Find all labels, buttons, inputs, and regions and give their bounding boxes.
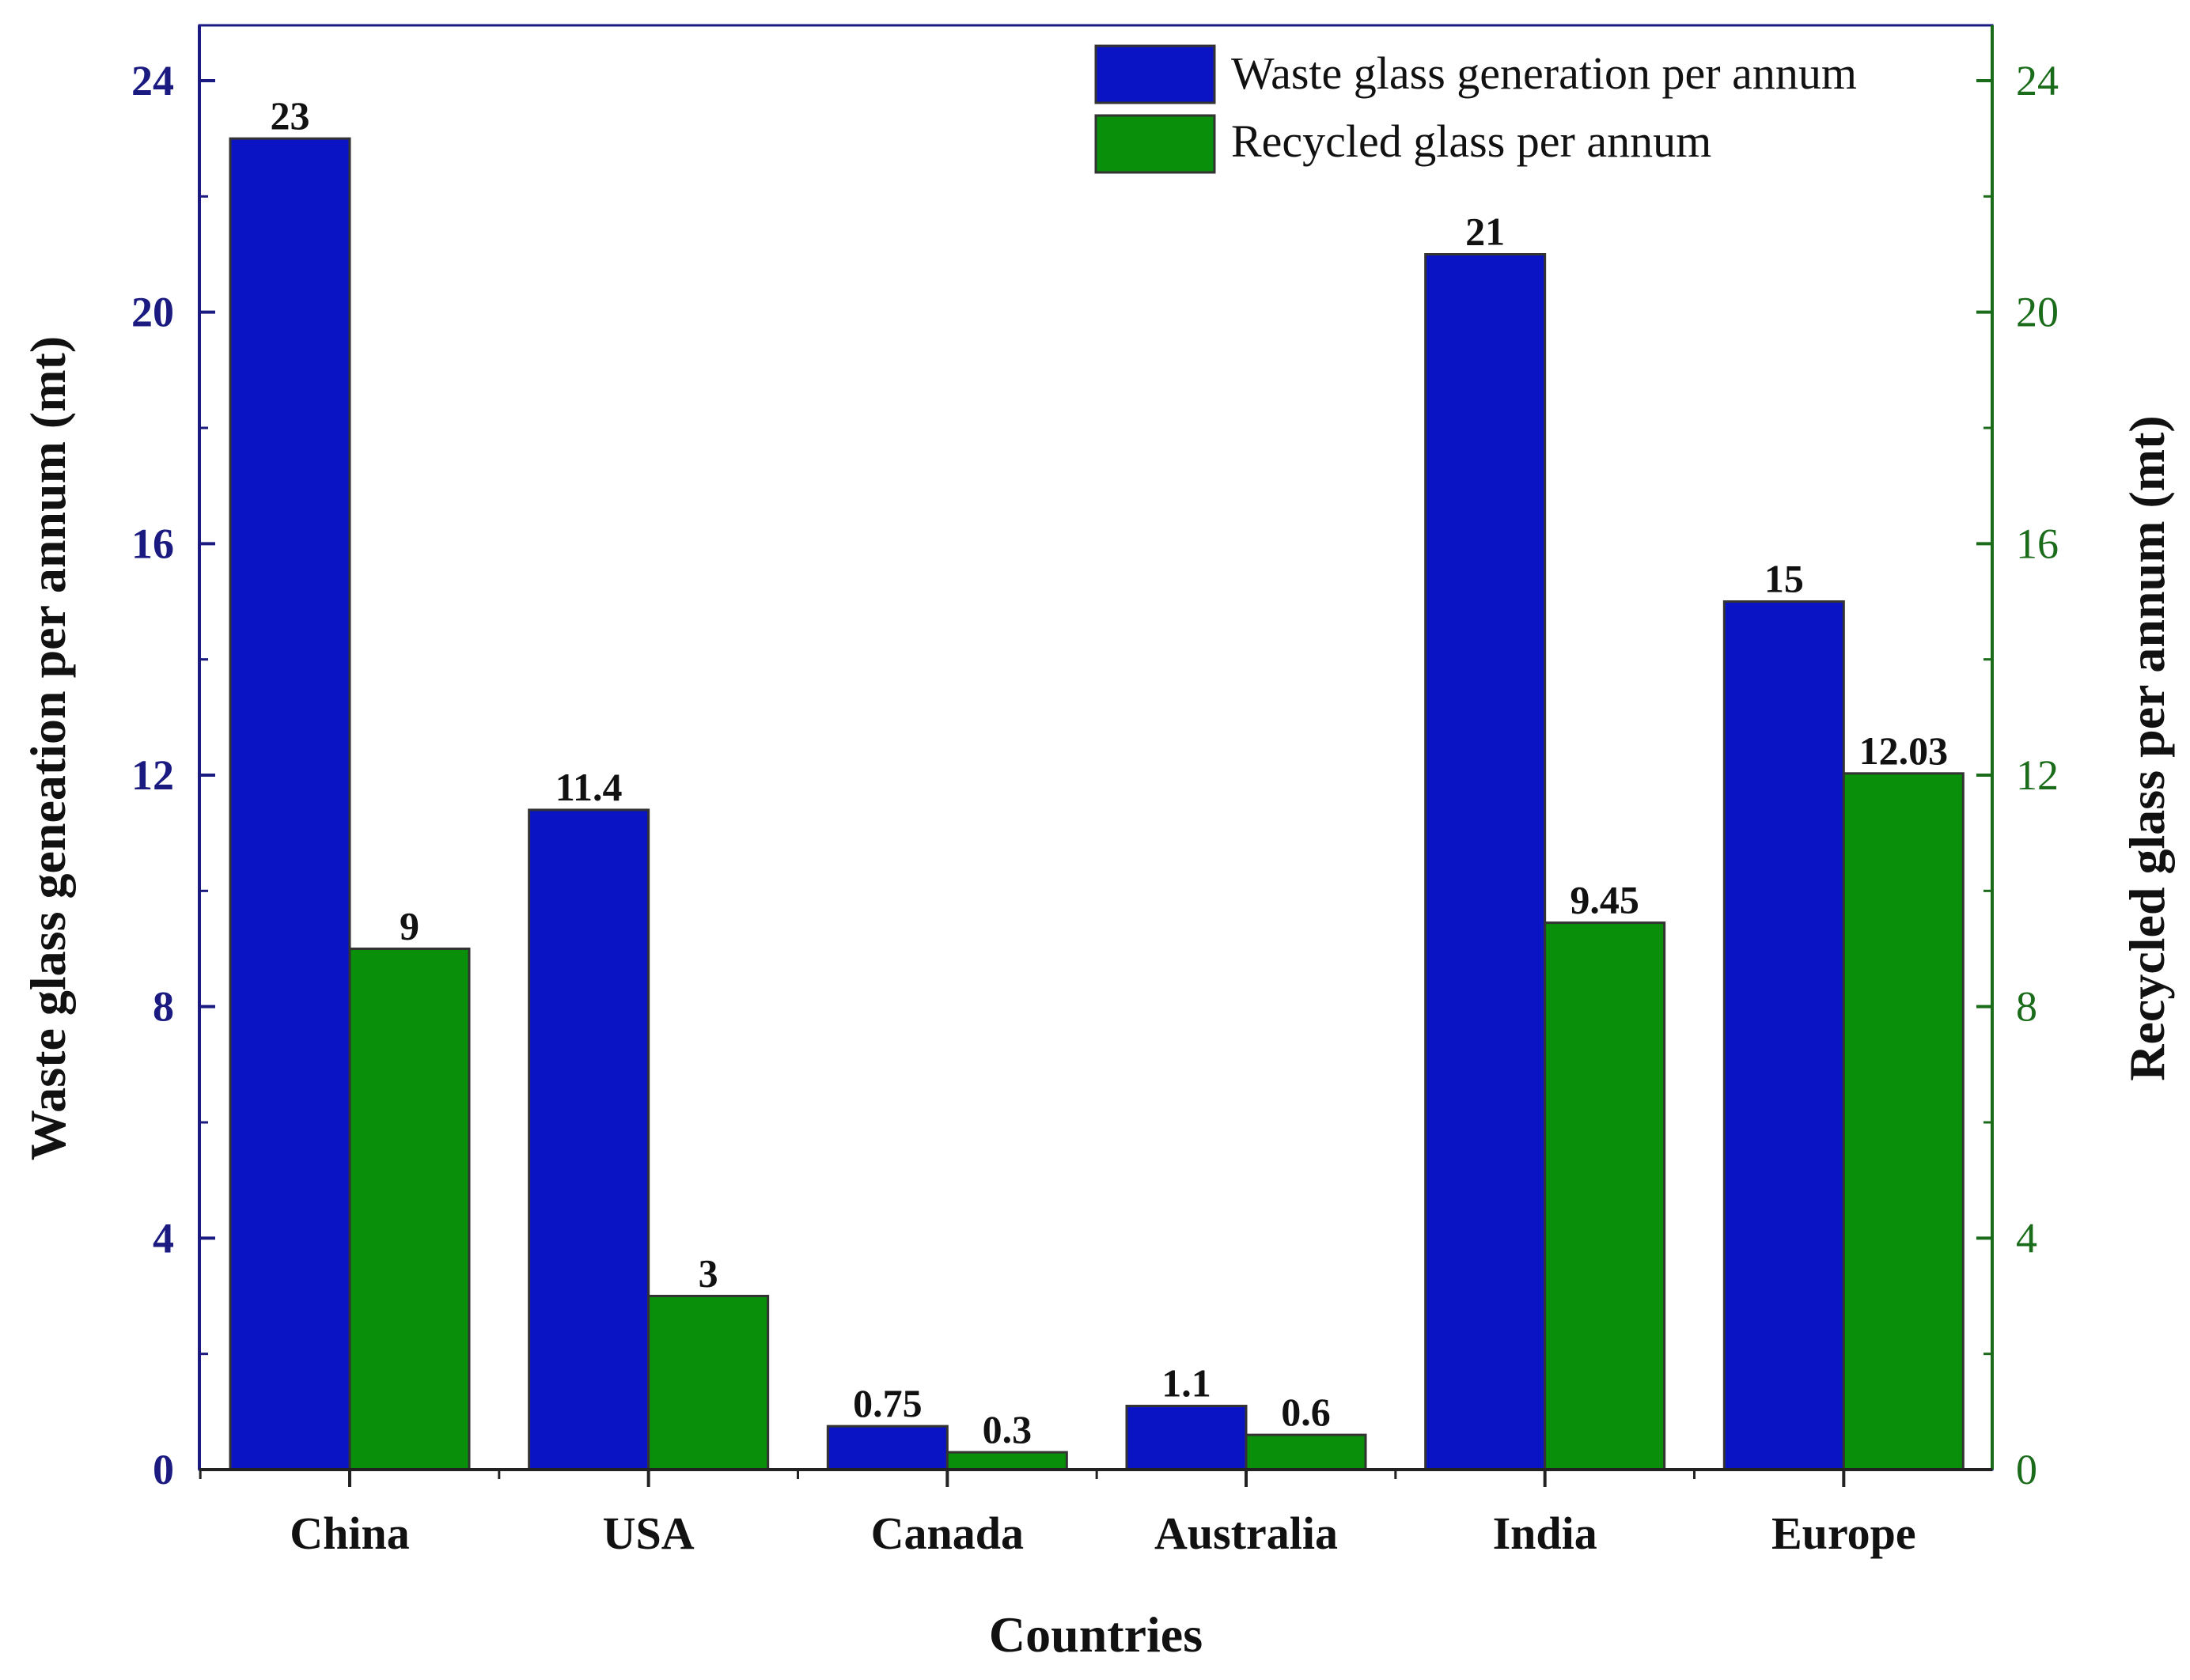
data-label-recycled-india: 9.45 xyxy=(1570,878,1639,922)
left-tick-label: 24 xyxy=(131,57,174,104)
x-tick-label-china: China xyxy=(290,1508,410,1559)
bar-waste-china xyxy=(229,137,351,1471)
right-tick-label: 20 xyxy=(2016,289,2059,336)
data-label-recycled-canada: 0.3 xyxy=(983,1407,1032,1451)
y-axis-title-right: Recycled glass per annum (mt) xyxy=(2119,415,2175,1080)
bar-labels: 23 9 11.4 3 0.75 0.3 1.1 0.6 21 9.45 15 12.03 xyxy=(271,93,1949,1451)
legend-swatch-waste xyxy=(1094,44,1216,104)
x-tick-label-india: India xyxy=(1493,1508,1597,1559)
data-label-waste-europe: 15 xyxy=(1764,557,1804,601)
bar-waste-europe xyxy=(1722,600,1845,1471)
bar-waste-usa xyxy=(528,808,650,1471)
x-tick-label-australia: Australia xyxy=(1154,1508,1338,1559)
bar-waste-india xyxy=(1424,253,1547,1471)
bar-recycled-usa xyxy=(647,1295,770,1471)
bar-recycled-europe xyxy=(1842,772,1965,1471)
data-label-recycled-australia: 0.6 xyxy=(1281,1390,1331,1434)
data-label-recycled-usa: 3 xyxy=(699,1251,718,1296)
y-axis-title-left: Waste glass geneation per annum (mt) xyxy=(20,336,76,1160)
data-label-waste-india: 21 xyxy=(1465,210,1505,254)
left-axis: 0 4 8 12 16 20 24 xyxy=(131,25,215,1493)
legend: Waste glass generation per annum Recycle… xyxy=(1094,44,1857,174)
legend-swatch-recycled xyxy=(1094,114,1216,174)
right-tick-label: 0 xyxy=(2016,1446,2037,1493)
left-tick-label: 4 xyxy=(153,1214,174,1262)
bar-recycled-india xyxy=(1544,921,1666,1471)
right-tick-label: 16 xyxy=(2016,520,2059,567)
data-label-recycled-europe: 12.03 xyxy=(1859,728,1949,773)
data-label-waste-australia: 1.1 xyxy=(1161,1361,1211,1406)
x-tick-label-canada: Canada xyxy=(871,1508,1024,1559)
bar-waste-canada xyxy=(826,1425,949,1471)
legend-label-recycled: Recycled glass per annum xyxy=(1231,115,1711,167)
data-label-waste-china: 23 xyxy=(271,93,310,138)
data-label-recycled-china: 9 xyxy=(400,904,419,948)
bars xyxy=(229,137,1965,1471)
left-tick-label: 12 xyxy=(131,751,174,799)
left-tick-label: 20 xyxy=(131,289,174,336)
bar-recycled-australia xyxy=(1245,1433,1367,1471)
right-tick-label: 12 xyxy=(2016,751,2059,799)
bar-recycled-canada xyxy=(945,1451,1068,1471)
x-axis-title: Countries xyxy=(989,1606,1203,1663)
x-axis: China USA Canada Australia India Europe xyxy=(199,1468,1992,1559)
data-label-waste-usa: 11.4 xyxy=(555,765,623,809)
left-tick-label: 16 xyxy=(131,520,174,567)
right-axis: 0 4 8 12 16 20 24 xyxy=(1976,25,2059,1493)
data-label-waste-canada: 0.75 xyxy=(853,1381,923,1425)
left-tick-label: 0 xyxy=(153,1446,174,1493)
right-tick-label: 24 xyxy=(2016,57,2059,104)
bar-recycled-china xyxy=(348,948,471,1471)
x-tick-label-europe: Europe xyxy=(1771,1508,1916,1559)
right-tick-label: 4 xyxy=(2016,1214,2037,1262)
x-tick-label-usa: USA xyxy=(603,1508,695,1559)
bar-waste-australia xyxy=(1125,1405,1248,1471)
left-tick-label: 8 xyxy=(153,983,174,1031)
right-tick-label: 8 xyxy=(2016,983,2037,1031)
legend-label-waste: Waste glass generation per annum xyxy=(1231,47,1857,99)
